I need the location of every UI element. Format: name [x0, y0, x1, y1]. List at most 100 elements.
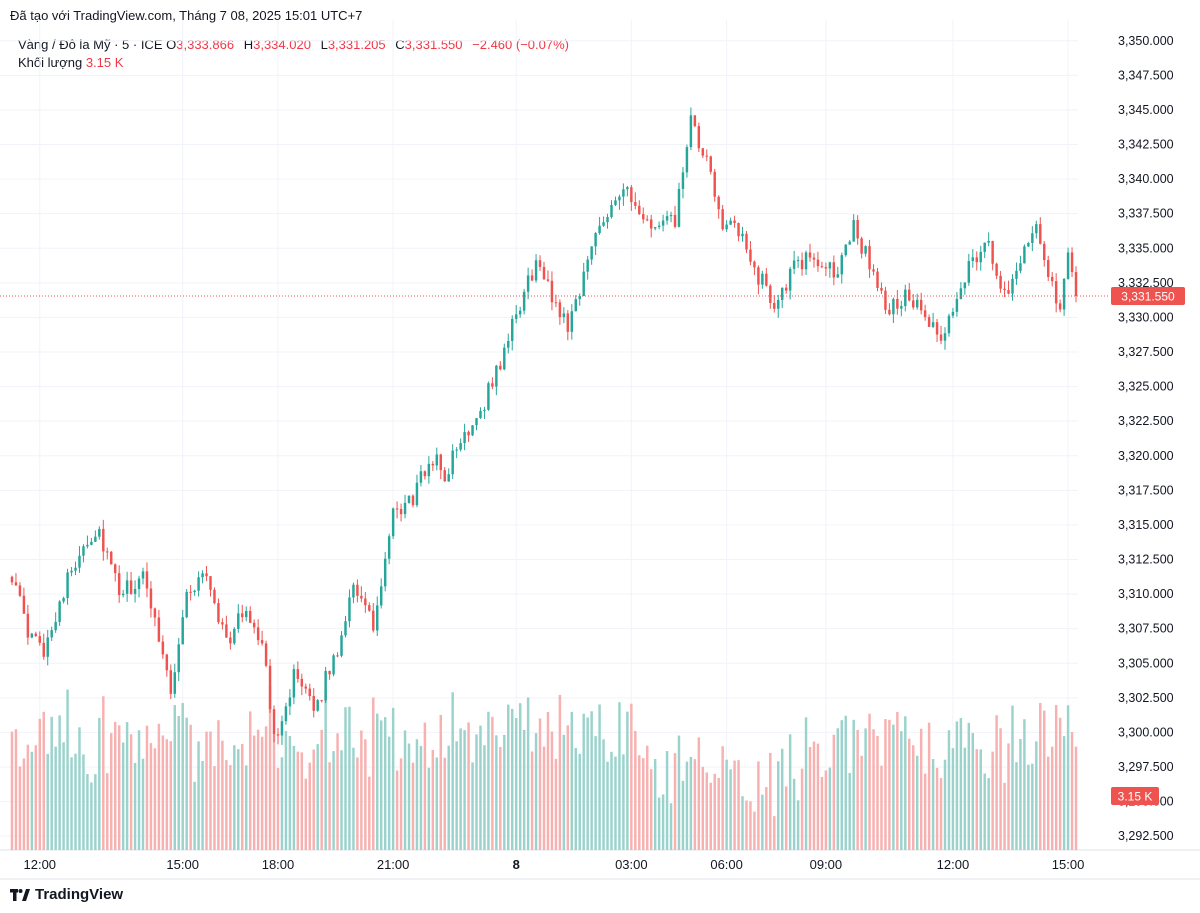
- price-badge: 3,331.550: [1111, 286, 1185, 305]
- volume-bar: [999, 728, 1002, 850]
- candle-body: [590, 246, 593, 260]
- volume-bar: [42, 711, 45, 850]
- candle-body: [999, 275, 1002, 289]
- volume-bar: [264, 726, 268, 850]
- volume-bar: [221, 740, 224, 850]
- candle-body: [848, 241, 851, 245]
- volume-bar: [475, 734, 478, 850]
- volume-bar: [558, 694, 562, 850]
- tradingview-logo[interactable]: TradingView: [10, 886, 123, 903]
- volume-bar: [1050, 746, 1054, 850]
- volume-bar: [1058, 717, 1062, 850]
- candle-body: [526, 275, 530, 292]
- candle-body: [598, 225, 601, 234]
- volume-bar: [70, 757, 73, 850]
- volume-bar: [713, 773, 716, 850]
- volume-bar: [919, 728, 923, 850]
- candle-body: [1023, 246, 1026, 264]
- candle-body: [987, 241, 990, 243]
- volume-bar: [638, 755, 641, 850]
- candle-body: [947, 315, 951, 334]
- candle-body: [860, 238, 863, 254]
- volume-bar: [784, 786, 788, 850]
- candle-body: [1070, 252, 1074, 273]
- volume-bar: [308, 762, 311, 850]
- candle-body: [864, 246, 867, 254]
- candle-body: [586, 259, 589, 272]
- candle-body: [915, 299, 919, 308]
- volume-bar: [908, 738, 911, 850]
- volume-bar: [661, 794, 665, 850]
- volume-bar: [336, 733, 339, 850]
- time-axis[interactable]: 12:00 15:00 18:00 21:00 8 03:00 06:00 09:00 12:0…: [24, 857, 1085, 872]
- volume-bar: [653, 759, 657, 850]
- candle-body: [546, 279, 550, 281]
- candle-body: [634, 202, 637, 206]
- candle-body: [181, 617, 184, 645]
- candle-body: [125, 580, 129, 594]
- volume-bar: [1003, 782, 1006, 850]
- price-axis[interactable]: 3,350.000 3,347.500 3,345.000 3,342.500 3,34…: [1118, 34, 1174, 843]
- price-tick-label: 3,297.500: [1118, 760, 1174, 774]
- volume-bar: [121, 742, 125, 850]
- candle-body: [808, 252, 812, 258]
- candle-body: [971, 257, 975, 262]
- volume-bar: [193, 781, 196, 850]
- volume-bar: [848, 773, 851, 850]
- candle-body: [58, 601, 61, 622]
- candle-body: [876, 271, 879, 288]
- volume-label[interactable]: Khối lượng: [18, 55, 83, 70]
- price-badge-text: 3,331.550: [1121, 289, 1175, 303]
- candle-body: [931, 322, 935, 327]
- volume-bar: [530, 751, 534, 850]
- volume-bar: [185, 717, 188, 850]
- candle-body: [784, 287, 788, 291]
- candle-body: [507, 340, 510, 348]
- price-tick-label: 3,335.000: [1118, 241, 1174, 255]
- candle-body: [439, 454, 443, 471]
- volume-bar: [765, 787, 768, 850]
- volume-bar: [729, 769, 732, 850]
- volume-bar: [133, 762, 137, 850]
- volume-bar: [554, 758, 558, 850]
- candle-body: [276, 734, 280, 736]
- volume-bar: [455, 741, 458, 850]
- volume-bar: [30, 751, 34, 850]
- candle-body: [78, 555, 81, 568]
- candle-body: [292, 669, 296, 698]
- candle-body: [701, 148, 705, 156]
- candle-body: [383, 558, 387, 587]
- candle-body: [372, 610, 375, 631]
- candle-body: [761, 273, 764, 285]
- candle-body: [753, 261, 756, 268]
- volume-bar: [991, 751, 994, 850]
- volume-bar: [630, 703, 633, 850]
- volume-bar: [129, 734, 133, 850]
- volume-bar: [447, 745, 450, 850]
- volume-bar: [1054, 705, 1058, 850]
- candle-body: [479, 410, 482, 419]
- volume-bar: [884, 719, 887, 850]
- volume-bar: [229, 765, 232, 850]
- volume-bar: [550, 731, 554, 850]
- time-tick-label: 8: [513, 857, 520, 872]
- volume-bar: [288, 735, 292, 850]
- candle-body: [50, 630, 53, 638]
- volume-bar: [86, 774, 89, 850]
- candle-body: [514, 314, 518, 319]
- volume-bar: [471, 762, 474, 850]
- candle-body: [332, 655, 335, 675]
- candle-body: [86, 544, 89, 547]
- candle-body: [387, 536, 391, 559]
- candle-body: [288, 697, 292, 707]
- volume-bar: [217, 720, 220, 850]
- volume-bar: [383, 717, 387, 850]
- candle-body: [661, 220, 665, 226]
- volume-bar: [538, 718, 542, 850]
- candle-body: [324, 670, 327, 701]
- candle-body: [66, 572, 69, 599]
- volume-bar: [18, 766, 22, 850]
- candle-body: [955, 298, 959, 312]
- volume-value: 3.15 K: [85, 55, 124, 70]
